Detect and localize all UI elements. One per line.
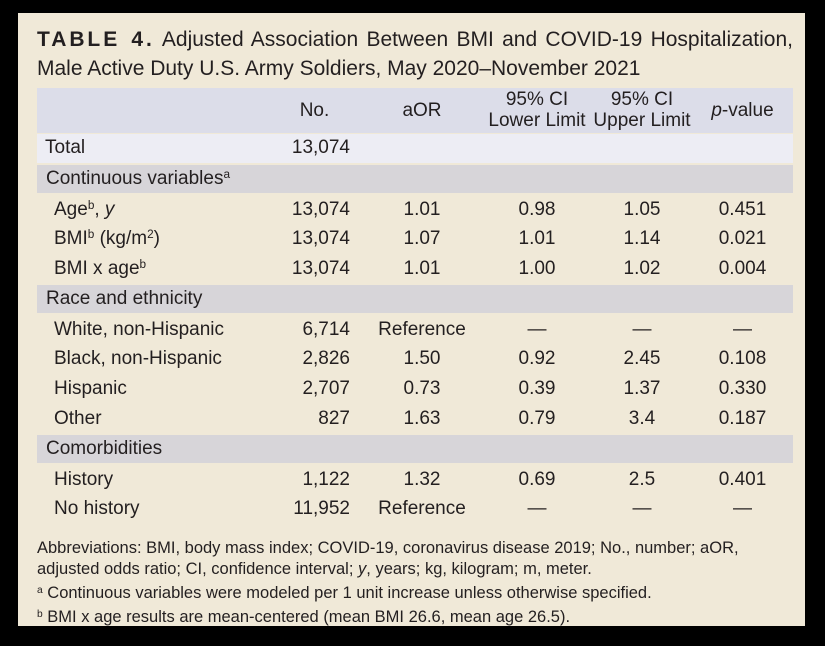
header-row: No. aOR 95% CI Lower Limit 95% CI Upper … [37, 88, 793, 134]
row-label: Total [37, 133, 277, 164]
table-footnotes: Abbreviations: BMI, body mass index; COV… [37, 538, 793, 626]
cell-pvalue: 0.021 [692, 224, 793, 254]
section-row-continuous-variables: Continuous variablesa [37, 163, 793, 195]
cell-pvalue [692, 133, 793, 164]
footnote-b: b BMI x age results are mean-centered (m… [37, 608, 571, 626]
row-label: Other [37, 404, 277, 434]
cell-pvalue: 0.004 [692, 254, 793, 284]
row-label: No history [37, 494, 277, 524]
cell-ci-upper: 1.05 [592, 194, 692, 224]
row-label: Black, non-Hispanic [37, 344, 277, 374]
row-label: White, non-Hispanic [37, 314, 277, 344]
cell-no: 13,074 [277, 194, 362, 224]
cell-pvalue: 0.108 [692, 344, 793, 374]
cell-pvalue: — [692, 494, 793, 524]
table-number-label: TABLE 4. [37, 28, 155, 51]
cell-no: 11,952 [277, 494, 362, 524]
row-label: BMI x ageb [37, 254, 277, 284]
cell-aor: Reference [362, 494, 482, 524]
cell-pvalue: 0.330 [692, 374, 793, 404]
row-label: Hispanic [37, 374, 277, 404]
cell-aor: Reference [362, 314, 482, 344]
header-ci-upper: 95% CI Upper Limit [592, 88, 692, 134]
results-table: No. aOR 95% CI Lower Limit 95% CI Upper … [37, 88, 793, 524]
cell-no: 2,707 [277, 374, 362, 404]
row-label: BMIb (kg/m2) [37, 224, 277, 254]
cell-ci-lower: — [482, 314, 592, 344]
cell-pvalue: — [692, 314, 793, 344]
section-row-comorbidities: Comorbidities [37, 433, 793, 465]
table-row-total: Total 13,074 [37, 133, 793, 164]
cell-pvalue: 0.401 [692, 464, 793, 494]
cell-aor: 0.73 [362, 374, 482, 404]
cell-ci-upper: 1.14 [592, 224, 692, 254]
cell-ci-upper [592, 133, 692, 164]
footnote-abbreviations: Abbreviations: BMI, body mass index; COV… [37, 539, 739, 578]
cell-aor: 1.50 [362, 344, 482, 374]
table-title-line2: Male Active Duty U.S. Army Soldiers, May… [37, 57, 641, 80]
table-title: TABLE 4. Adjusted Association Between BM… [37, 25, 793, 83]
cell-aor: 1.63 [362, 404, 482, 434]
cell-ci-lower: 1.00 [482, 254, 592, 284]
cell-ci-upper: 2.5 [592, 464, 692, 494]
cell-no: 2,826 [277, 344, 362, 374]
cell-ci-upper: 1.02 [592, 254, 692, 284]
table-figure: TABLE 4. Adjusted Association Between BM… [18, 13, 805, 626]
cell-pvalue: 0.187 [692, 404, 793, 434]
cell-ci-upper: 3.4 [592, 404, 692, 434]
cell-ci-lower: 0.39 [482, 374, 592, 404]
header-empty [37, 88, 277, 134]
cell-ci-lower: 1.01 [482, 224, 592, 254]
table-row-bmi: BMIb (kg/m2) 13,074 1.07 1.01 1.14 0.021 [37, 224, 793, 254]
header-ci-lower-line2: Lower Limit [488, 110, 586, 132]
row-label: History [37, 464, 277, 494]
cell-aor: 1.32 [362, 464, 482, 494]
cell-aor: 1.01 [362, 254, 482, 284]
table-title-line1: TABLE 4. Adjusted Association Between BM… [37, 25, 793, 54]
cell-ci-lower: — [482, 494, 592, 524]
section-label: Continuous variablesa [37, 163, 793, 195]
cell-no: 6,714 [277, 314, 362, 344]
cell-ci-lower: 0.69 [482, 464, 592, 494]
table-row-bmi-x-age: BMI x ageb 13,074 1.01 1.00 1.02 0.004 [37, 254, 793, 284]
cell-ci-lower [482, 133, 592, 164]
cell-no: 13,074 [277, 224, 362, 254]
table-row-no-history: No history 11,952 Reference — — — [37, 494, 793, 524]
header-no: No. [277, 88, 362, 134]
cell-ci-upper: — [592, 314, 692, 344]
table-row-age: Ageb, y 13,074 1.01 0.98 1.05 0.451 [37, 194, 793, 224]
section-label: Comorbidities [37, 433, 793, 465]
table-row-history: History 1,122 1.32 0.69 2.5 0.401 [37, 464, 793, 494]
footnote-a: a Continuous variables were modeled per … [37, 584, 652, 603]
cell-no: 1,122 [277, 464, 362, 494]
header-ci-lower: 95% CI Lower Limit [482, 88, 592, 134]
header-aor: aOR [362, 88, 482, 134]
table-row-white: White, non-Hispanic 6,714 Reference — — … [37, 314, 793, 344]
header-ci-lower-line1: 95% CI [505, 89, 569, 111]
header-ci-upper-line1: 95% CI [610, 89, 674, 111]
cell-no: 13,074 [277, 133, 362, 164]
cell-ci-lower: 0.79 [482, 404, 592, 434]
cell-ci-upper: 2.45 [592, 344, 692, 374]
section-row-race-ethnicity: Race and ethnicity [37, 283, 793, 315]
cell-pvalue: 0.451 [692, 194, 793, 224]
header-ci-upper-line2: Upper Limit [593, 110, 691, 132]
cell-aor: 1.07 [362, 224, 482, 254]
cell-no: 827 [277, 404, 362, 434]
cell-aor: 1.01 [362, 194, 482, 224]
table-row-other: Other 827 1.63 0.79 3.4 0.187 [37, 404, 793, 434]
section-label: Race and ethnicity [37, 283, 793, 315]
table-title-text: Adjusted Association Between BMI and COV… [161, 28, 793, 51]
header-pvalue: p-value [692, 88, 793, 134]
cell-ci-lower: 0.92 [482, 344, 592, 374]
cell-ci-upper: — [592, 494, 692, 524]
cell-no: 13,074 [277, 254, 362, 284]
cell-aor [362, 133, 482, 164]
cell-ci-lower: 0.98 [482, 194, 592, 224]
row-label: Ageb, y [37, 194, 277, 224]
table-row-black: Black, non-Hispanic 2,826 1.50 0.92 2.45… [37, 344, 793, 374]
cell-ci-upper: 1.37 [592, 374, 692, 404]
table-row-hispanic: Hispanic 2,707 0.73 0.39 1.37 0.330 [37, 374, 793, 404]
